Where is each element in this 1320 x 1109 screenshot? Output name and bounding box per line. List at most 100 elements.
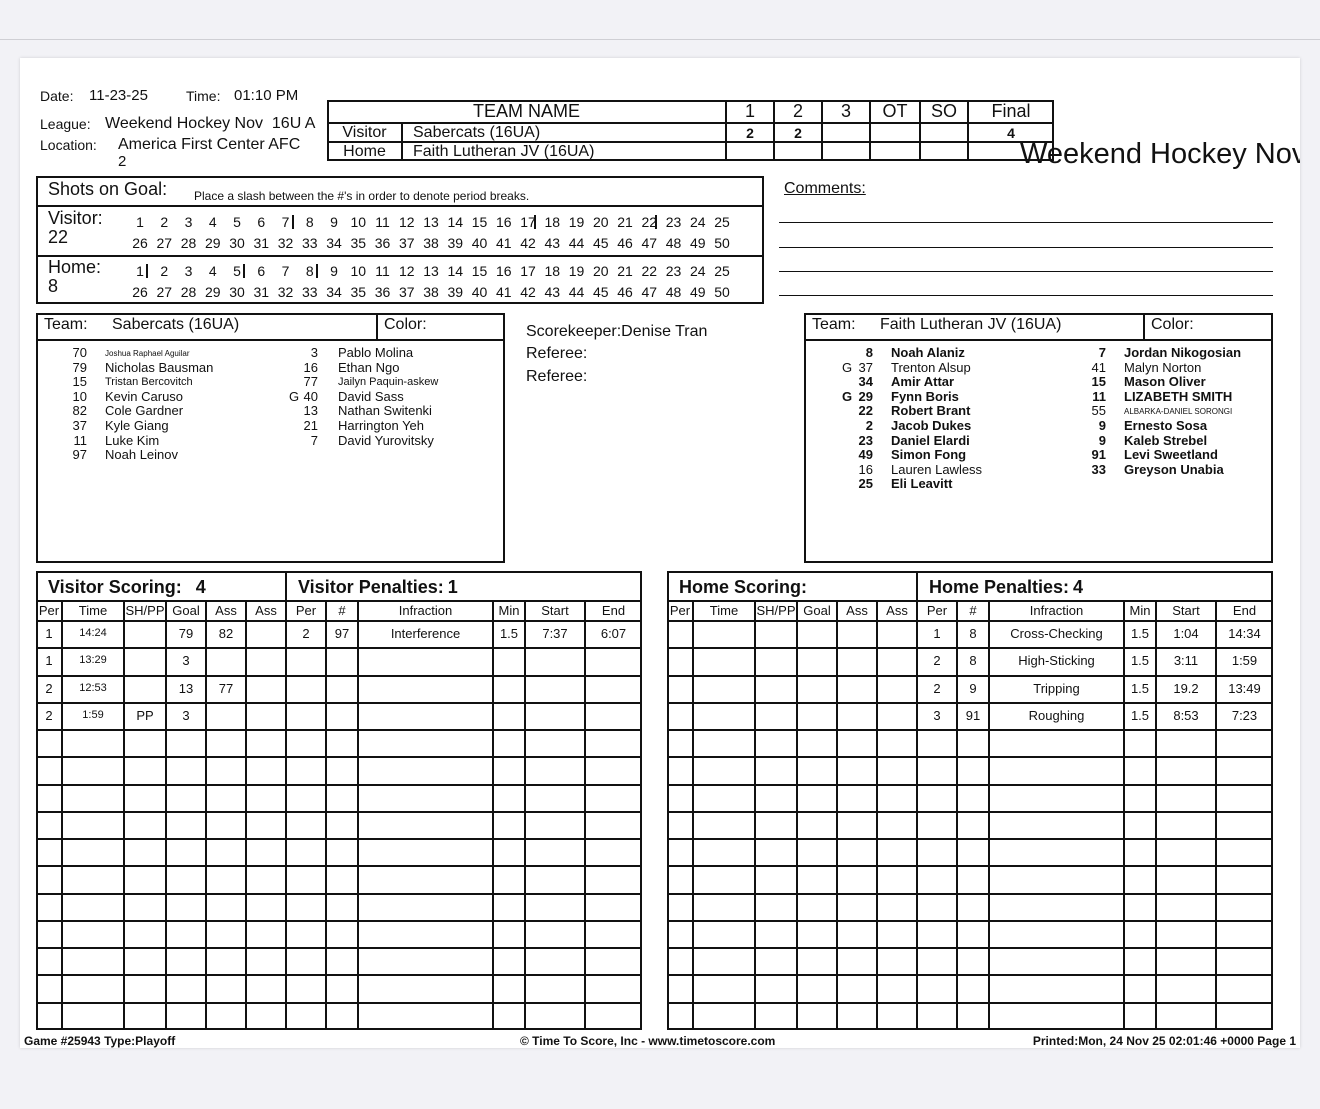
table-cell[interactable]: 19.2 [1173,680,1199,696]
table-cell[interactable] [797,653,837,669]
table-cell[interactable] [36,953,62,969]
table-cell[interactable]: 3 [182,653,190,669]
shot-number[interactable]: 44 [568,284,585,300]
table-cell[interactable] [989,762,1124,778]
table-cell[interactable] [667,981,693,997]
table-cell[interactable] [493,981,525,997]
table-cell[interactable] [206,926,246,942]
table-cell[interactable] [206,817,246,833]
table-cell[interactable] [62,736,124,750]
shot-number[interactable]: 33 [301,284,318,300]
table-cell[interactable] [166,981,206,997]
shot-number[interactable]: 16 [495,263,512,279]
table-cell[interactable] [667,626,693,642]
shot-number[interactable]: 38 [423,284,439,300]
table-cell[interactable] [755,681,797,697]
table-cell[interactable] [1124,1008,1156,1024]
shot-number[interactable]: 33 [301,235,318,251]
shot-number[interactable]: 22 [641,263,658,279]
table-cell[interactable] [837,817,877,833]
shot-number[interactable]: 19 [568,214,585,230]
table-cell[interactable] [667,735,693,751]
table-cell[interactable] [837,872,877,888]
table-cell[interactable]: 77 [218,680,234,696]
shot-number[interactable]: 35 [350,235,367,251]
table-cell[interactable]: 79 [178,626,194,642]
table-cell[interactable] [877,762,917,778]
table-cell[interactable] [837,708,877,724]
shot-number[interactable]: 45 [592,284,609,300]
table-cell[interactable] [1156,899,1216,915]
shot-number[interactable]: 31 [253,284,270,300]
table-cell[interactable] [206,981,246,997]
table-cell[interactable] [246,681,286,697]
table-cell[interactable]: 8:53 [1173,707,1199,723]
table-cell[interactable]: 1.5 [1130,707,1150,723]
table-cell[interactable] [206,790,246,806]
shot-number[interactable]: 15 [471,263,488,279]
table-cell[interactable] [693,954,755,968]
shot-number[interactable]: 44 [568,235,585,251]
table-cell[interactable] [1216,1008,1273,1024]
table-cell[interactable] [493,708,525,724]
table-cell[interactable] [166,926,206,942]
table-cell[interactable] [124,953,166,969]
table-cell[interactable] [837,735,877,751]
table-cell[interactable] [166,899,206,915]
table-cell[interactable] [358,817,493,833]
table-cell[interactable] [585,844,642,860]
table-cell[interactable] [286,844,326,860]
table-cell[interactable] [797,981,837,997]
table-cell[interactable] [877,817,917,833]
table-cell[interactable]: 1.5 [1130,626,1150,642]
table-cell[interactable] [755,653,797,669]
shot-number[interactable]: 29 [204,284,221,300]
table-cell[interactable] [797,953,837,969]
player-name[interactable]: Ethan Ngo [338,359,400,375]
table-cell[interactable] [797,762,837,778]
table-cell[interactable] [1156,817,1216,833]
table-cell[interactable] [667,1008,693,1024]
table-cell[interactable] [525,735,585,751]
table-cell[interactable] [989,899,1124,915]
shot-number[interactable]: 21 [617,263,633,279]
table-cell[interactable]: 6:07 [600,626,627,642]
table-cell[interactable] [755,926,797,942]
shot-number[interactable]: 20 [592,263,609,279]
table-cell[interactable] [957,926,989,942]
table-cell[interactable] [837,626,877,642]
player-name[interactable]: Joshua Raphael Aguilar [105,348,190,358]
table-cell[interactable] [358,844,493,860]
table-cell[interactable] [1124,872,1156,888]
player-name[interactable]: Simon Fong [891,447,967,463]
table-cell[interactable] [667,953,693,969]
table-cell[interactable] [286,953,326,969]
table-cell[interactable] [667,762,693,778]
table-cell[interactable] [585,790,642,806]
table-cell[interactable] [326,653,358,669]
shot-number[interactable]: 16 [495,214,512,230]
shot-number[interactable]: 41 [495,235,512,251]
table-cell[interactable] [166,762,206,778]
table-cell[interactable] [877,735,917,751]
table-cell[interactable]: 1.5 [1130,680,1150,696]
table-cell[interactable] [585,653,642,669]
table-cell[interactable]: 2 [45,707,53,723]
table-cell[interactable] [493,681,525,697]
table-cell[interactable] [877,790,917,806]
table-cell[interactable] [36,872,62,888]
table-cell[interactable] [124,735,166,751]
shot-number[interactable]: 3 [184,214,193,230]
table-cell[interactable] [837,953,877,969]
shot-number[interactable]: 18 [544,263,561,279]
shot-number[interactable]: 12 [398,214,415,230]
shot-number[interactable]: 10 [350,263,367,279]
shot-number[interactable]: 27 [156,284,173,300]
table-cell[interactable] [585,899,642,915]
table-cell[interactable] [1156,790,1216,806]
table-cell[interactable] [755,872,797,888]
shot-number[interactable]: 50 [714,235,730,251]
table-cell[interactable] [36,762,62,778]
table-cell[interactable]: 1.5 [1130,653,1150,669]
table-cell[interactable] [493,1008,525,1024]
